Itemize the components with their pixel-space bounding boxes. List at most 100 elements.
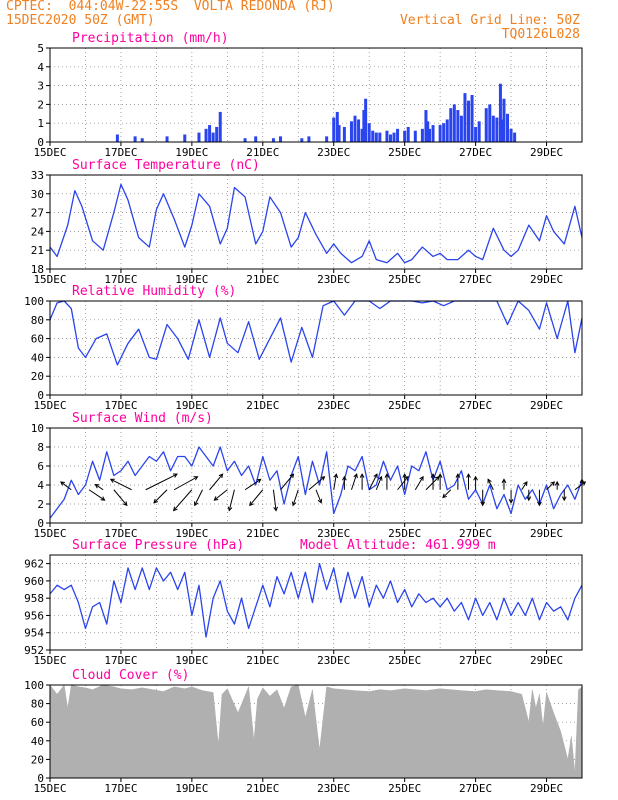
series-line	[49, 446, 583, 519]
y-tick-label: 0	[37, 772, 44, 785]
y-tick-label: 6	[37, 460, 44, 473]
y-tick-label: 954	[24, 627, 44, 640]
wind-arrow-head	[526, 496, 532, 502]
y-tick-label: 27	[31, 207, 44, 220]
wind-arrow-head	[359, 473, 365, 478]
x-tick-label: 17DEC	[104, 782, 137, 795]
precip-bar	[197, 132, 201, 142]
panel-frame	[49, 47, 583, 143]
wind-arrow	[546, 481, 555, 491]
x-tick-label: 29DEC	[530, 654, 563, 667]
wind-arrow-head	[94, 483, 100, 489]
precip-bar	[427, 128, 431, 142]
precip-bar	[491, 115, 495, 142]
wind-arrow	[425, 476, 440, 491]
y-tick-label: 958	[24, 592, 44, 605]
wind-arrow-head	[122, 501, 128, 507]
run-date: 15DEC2020 50Z (GMT)	[6, 13, 155, 28]
y-tick-label: 956	[24, 609, 44, 622]
precip-bar	[208, 125, 212, 142]
wind-arrow-head	[442, 493, 447, 499]
y-tick-label: 4	[37, 479, 44, 492]
x-tick-label: 27DEC	[459, 782, 492, 795]
wind-arrow	[442, 489, 452, 498]
precip-bar	[367, 123, 371, 142]
y-tick-label: 18	[31, 263, 44, 276]
panel-frame	[49, 174, 583, 270]
wind-arrow	[249, 489, 264, 506]
x-tick-label: 19DEC	[175, 527, 208, 540]
y-tick-label: 5	[37, 42, 44, 55]
precip-bar	[506, 113, 510, 142]
panel-subtitle: Model Altitude: 461.999 m	[300, 538, 496, 553]
panel-frame	[49, 554, 583, 651]
wind-arrow	[333, 474, 337, 490]
wind-arrow-head	[289, 473, 295, 479]
precip-bar	[360, 128, 364, 142]
wind-arrow-head	[249, 501, 254, 507]
precip-bar	[488, 104, 492, 142]
x-tick-label: 29DEC	[530, 399, 563, 412]
x-tick-label: 27DEC	[459, 654, 492, 667]
precip-bar	[335, 111, 339, 142]
panel-frame	[49, 427, 583, 524]
precip-bar	[502, 98, 506, 142]
precip-bar	[271, 138, 275, 142]
wind-arrow-head	[342, 475, 347, 481]
x-tick-label: 15DEC	[33, 399, 66, 412]
x-tick-label: 25DEC	[388, 146, 421, 159]
precip-bar	[470, 95, 474, 142]
panel-title: Surface Temperature (nC)	[72, 158, 260, 173]
x-tick-label: 23DEC	[317, 782, 350, 795]
precip-bar	[362, 110, 366, 142]
x-tick-label: 17DEC	[104, 273, 137, 286]
precip-bar	[204, 128, 208, 142]
precip-bar	[378, 132, 382, 142]
wind-arrow-head	[100, 496, 106, 501]
precip-bar	[364, 98, 368, 142]
x-tick-label: 15DEC	[33, 146, 66, 159]
y-tick-label: 24	[31, 225, 45, 238]
precip-bar	[218, 111, 222, 142]
precip-bar	[353, 115, 357, 142]
precip-bar	[165, 136, 169, 142]
wind-arrow	[414, 476, 424, 491]
wind-arrow-head	[353, 473, 358, 479]
y-tick-label: 0	[37, 517, 44, 530]
wind-arrow	[280, 473, 294, 491]
y-tick-label: 4	[37, 61, 44, 74]
x-tick-label: 27DEC	[459, 273, 492, 286]
precip-bar	[300, 138, 304, 142]
y-tick-label: 21	[31, 244, 44, 257]
x-tick-label: 25DEC	[388, 527, 421, 540]
wind-arrow-head	[256, 478, 262, 484]
precip-bar	[442, 123, 446, 142]
x-tick-label: 21DEC	[246, 399, 279, 412]
wind-arrow	[228, 489, 235, 511]
panel-frame	[49, 684, 583, 779]
wind-arrow-head	[501, 478, 507, 484]
x-tick-label: 25DEC	[388, 399, 421, 412]
precip-bar	[403, 130, 407, 142]
wind-arrow-head	[455, 473, 461, 478]
precip-bar	[279, 136, 283, 142]
x-tick-label: 29DEC	[530, 782, 563, 795]
x-tick-label: 19DEC	[175, 782, 208, 795]
wind-arrow	[574, 481, 586, 491]
panel-title: Relative Humidity (%)	[72, 284, 236, 299]
x-tick-label: 15DEC	[33, 782, 66, 795]
x-tick-label: 27DEC	[459, 146, 492, 159]
precip-bar	[183, 134, 187, 142]
wind-arrow-head	[109, 478, 115, 483]
precip-bar	[406, 126, 410, 142]
wind-arrow-head	[550, 481, 556, 486]
y-tick-label: 33	[31, 169, 44, 182]
wind-arrow	[173, 476, 198, 491]
precip-bar	[431, 125, 435, 142]
precip-bar	[513, 132, 517, 142]
precip-bar	[325, 136, 329, 142]
precip-bar	[332, 117, 336, 142]
x-tick-label: 15DEC	[33, 273, 66, 286]
precip-bar	[426, 121, 430, 142]
wind-arrow-head	[227, 506, 233, 512]
